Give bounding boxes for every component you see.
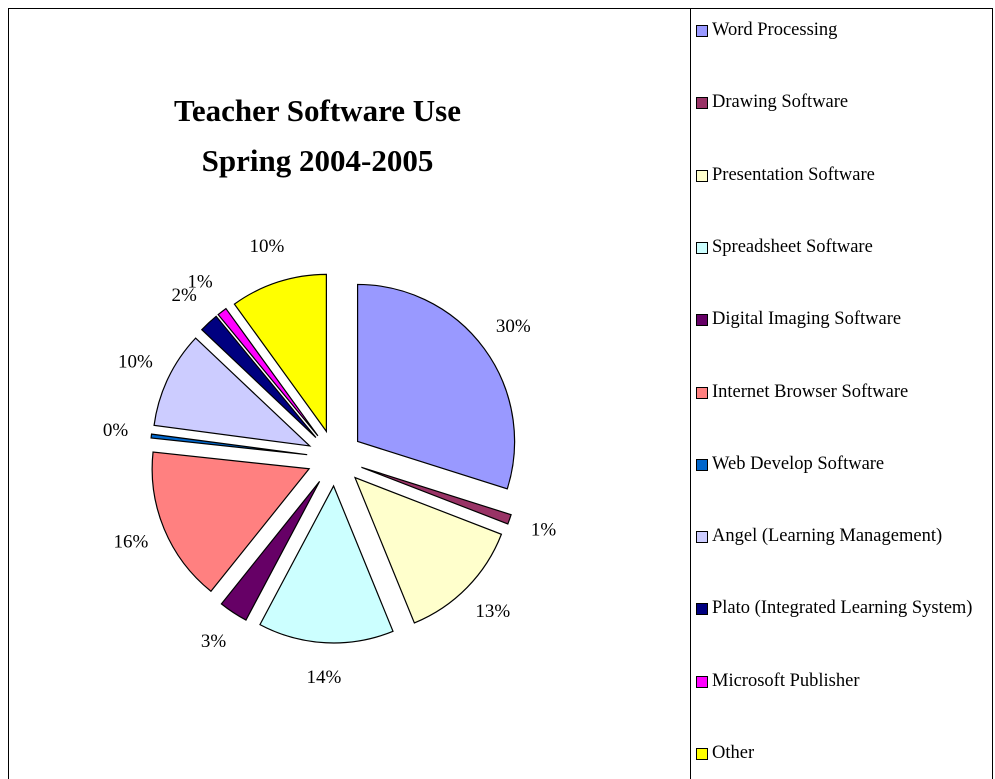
data-label: 0% xyxy=(103,420,129,441)
legend-entry: Spreadsheet Software xyxy=(696,235,990,260)
pie-slice xyxy=(153,337,312,447)
data-label: 2% xyxy=(172,285,198,306)
data-label: 3% xyxy=(201,631,227,652)
legend-divider xyxy=(690,8,691,779)
legend-swatch xyxy=(696,25,708,37)
legend-swatch xyxy=(696,531,708,544)
data-label: 1% xyxy=(531,520,557,541)
legend-entry: Internet Browser Software xyxy=(696,380,990,405)
legend-entry: Word Processing xyxy=(696,18,990,43)
pie-slice xyxy=(353,476,503,624)
legend-entry: Other xyxy=(696,741,990,766)
legend-label: Microsoft Publisher xyxy=(712,670,860,691)
legend-entry: Plato (Integrated Learning System) xyxy=(696,596,990,621)
legend-label: Word Processing xyxy=(712,20,838,40)
pie-slice xyxy=(151,451,311,593)
legend-label: Spreadsheet Software xyxy=(712,236,873,257)
legend-swatch xyxy=(696,458,708,471)
pie-slice xyxy=(200,315,317,438)
data-label: 14% xyxy=(307,667,342,688)
data-label: 16% xyxy=(114,531,149,552)
legend-label: Angel (Learning Management) xyxy=(712,526,943,547)
chart-frame xyxy=(8,8,993,779)
legend-label: Drawing Software xyxy=(712,92,849,113)
legend-label: Other xyxy=(712,743,755,763)
legend-swatch xyxy=(696,603,708,616)
legend-entry: Angel (Learning Management) xyxy=(696,524,990,549)
pie-slice xyxy=(233,273,327,434)
legend-entry: Microsoft Publisher xyxy=(696,669,990,694)
legend-entry: Presentation Software xyxy=(696,163,990,188)
pie-slice xyxy=(356,283,516,490)
data-label: 13% xyxy=(475,601,510,622)
legend-entry: Web Develop Software xyxy=(696,452,990,477)
pie-slice xyxy=(150,433,308,456)
chart: 30%1%13%14%3%16%0%10%2%1%10% xyxy=(103,236,557,688)
legend-swatch xyxy=(696,169,708,182)
data-label: 10% xyxy=(250,236,285,257)
pie-slice xyxy=(217,307,319,437)
data-label: 10% xyxy=(118,351,153,372)
legend-swatch xyxy=(696,675,708,688)
data-label: 1% xyxy=(187,271,213,292)
legend-label: Internet Browser Software xyxy=(712,381,909,402)
legend-swatch xyxy=(696,748,708,760)
legend-swatch xyxy=(696,241,708,254)
legend-entry: Drawing Software xyxy=(696,90,990,115)
pie-slice xyxy=(361,466,512,525)
legend-swatch xyxy=(696,386,708,399)
legend-label: Plato (Integrated Learning System) xyxy=(712,598,973,619)
legend-swatch xyxy=(696,314,708,327)
data-label: 30% xyxy=(496,316,531,337)
legend-swatch xyxy=(696,97,708,110)
legend-entry: Digital Imaging Software xyxy=(696,307,990,332)
pie-slice xyxy=(220,481,321,621)
legend-label: Presentation Software xyxy=(712,164,875,185)
pie-slice xyxy=(259,484,394,644)
chart-title: Teacher Software Use Spring 2004-2005 xyxy=(174,93,461,178)
legend-label: Web Develop Software xyxy=(712,453,885,474)
legend-label: Digital Imaging Software xyxy=(712,309,902,330)
